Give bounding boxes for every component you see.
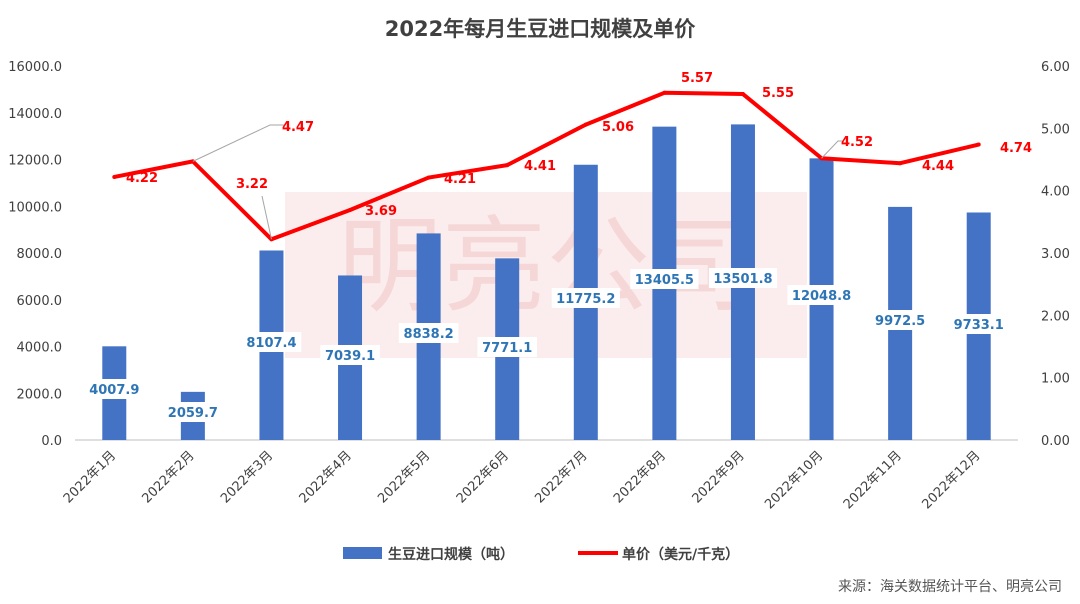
y-left-tick-label: 0.0 — [41, 434, 62, 449]
bar-value-label-bg — [398, 323, 459, 343]
y-right-tick-label: 4.00 — [1041, 185, 1070, 200]
x-tick-label: 2022年7月 — [532, 448, 590, 506]
line-value-label: 5.57 — [681, 71, 713, 86]
y-left-tick-label: 12000.0 — [8, 154, 62, 169]
line-value-label: 4.74 — [1000, 141, 1032, 156]
bar-value-label-bg — [551, 288, 620, 308]
y-left-tick-label: 2000.0 — [17, 387, 63, 402]
line-point — [348, 207, 353, 212]
line-value-label: 5.06 — [602, 120, 634, 135]
legend-label: 单价（美元/千克） — [622, 546, 739, 563]
legend-label: 生豆进口规模（吨） — [388, 546, 514, 563]
line-point — [976, 142, 981, 147]
x-tick-label: 2022年10月 — [762, 448, 826, 512]
bar-value-label: 12048.8 — [792, 289, 851, 304]
bar-value-label: 4007.9 — [89, 383, 139, 398]
line-value-label: 4.47 — [282, 120, 314, 135]
y-left-tick-label: 16000.0 — [8, 60, 62, 75]
line-value-label: 4.52 — [841, 135, 873, 150]
x-tick-label: 2022年4月 — [297, 448, 355, 506]
line-point — [662, 90, 667, 95]
y-right-tick-label: 5.00 — [1041, 122, 1070, 137]
bar-value-label: 8838.2 — [404, 327, 454, 342]
bar-value-label: 8107.4 — [246, 336, 296, 351]
bar-value-label: 7039.1 — [325, 349, 375, 364]
x-tick-label: 2022年12月 — [919, 448, 983, 512]
y-left-tick-label: 8000.0 — [17, 247, 63, 262]
line-point — [112, 174, 117, 179]
line-value-label: 4.22 — [126, 171, 158, 186]
watermark-text: 明亮公司 — [338, 205, 754, 327]
bar-value-label-bg — [948, 314, 1009, 334]
line-point — [583, 122, 588, 127]
line-point — [426, 175, 431, 180]
line-value-label: 3.69 — [365, 204, 397, 219]
bar-value-label: 2059.7 — [168, 406, 218, 421]
bar-value-label-bg — [630, 269, 699, 289]
bar-value-label-bg — [477, 337, 538, 357]
bar-value-label: 13405.5 — [635, 273, 694, 288]
line-value-label: 5.55 — [762, 86, 794, 101]
bar-value-label-bg — [870, 310, 930, 330]
line-value-label: 4.44 — [922, 159, 954, 174]
line-value-label: 4.21 — [444, 172, 476, 187]
line-point — [740, 92, 745, 97]
bar-value-label-bg — [787, 285, 856, 305]
x-tick-label: 2022年5月 — [375, 448, 433, 506]
bar-value-label-bg — [320, 345, 380, 365]
x-tick-label: 2022年2月 — [139, 448, 197, 506]
chart-title: 2022年每月生豆进口规模及单价 — [385, 17, 696, 41]
y-left-tick-label: 4000.0 — [17, 341, 63, 356]
leader-line — [821, 140, 843, 159]
line-point — [898, 161, 903, 166]
label-leader-lines — [192, 124, 843, 240]
bar-value-label: 9733.1 — [954, 318, 1004, 333]
bar-value-label: 11775.2 — [556, 292, 615, 307]
y-right-tick-label: 0.00 — [1041, 434, 1070, 449]
y-right-tick-label: 6.00 — [1041, 60, 1070, 75]
y-left-tick-label: 6000.0 — [17, 294, 63, 309]
y-right-tick-label: 1.00 — [1041, 372, 1070, 387]
bar-value-label: 9972.5 — [875, 314, 925, 329]
line-point — [505, 163, 510, 168]
bar-value-label: 13501.8 — [713, 272, 772, 287]
legend: 生豆进口规模（吨） 单价（美元/千克） — [343, 546, 739, 563]
x-tick-label: 2022年9月 — [690, 448, 748, 506]
line-value-label: 3.22 — [236, 177, 268, 192]
y-right-tick-label: 3.00 — [1041, 247, 1070, 262]
bar-value-label: 7771.1 — [482, 341, 532, 356]
x-tick-label: 2022年3月 — [218, 448, 276, 506]
y-left-tick-label: 14000.0 — [8, 107, 62, 122]
y-left-tick-label: 10000.0 — [8, 200, 62, 215]
y-right-tick-label: 2.00 — [1041, 309, 1070, 324]
x-tick-label: 2022年1月 — [61, 448, 119, 506]
leader-line — [192, 124, 284, 162]
x-tick-label: 2022年11月 — [841, 448, 905, 512]
source-note: 来源：海关数据统计平台、明亮公司 — [838, 579, 1062, 595]
x-tick-label: 2022年8月 — [611, 448, 669, 506]
bar-value-label-bg — [241, 332, 302, 352]
data-labels: 4007.9 2059.7 8107.4 7039.1 8838.2 7771.1 1177… — [84, 71, 1032, 422]
leader-line — [261, 195, 272, 240]
bar-value-label-bg — [163, 402, 223, 422]
line-value-label: 4.41 — [524, 159, 556, 174]
line-path — [113, 90, 980, 242]
bar-value-label-bg — [84, 379, 145, 399]
bar-value-label-bg — [708, 268, 778, 288]
legend-swatch-bar — [343, 547, 382, 559]
x-tick-label: 2022年6月 — [454, 448, 512, 506]
